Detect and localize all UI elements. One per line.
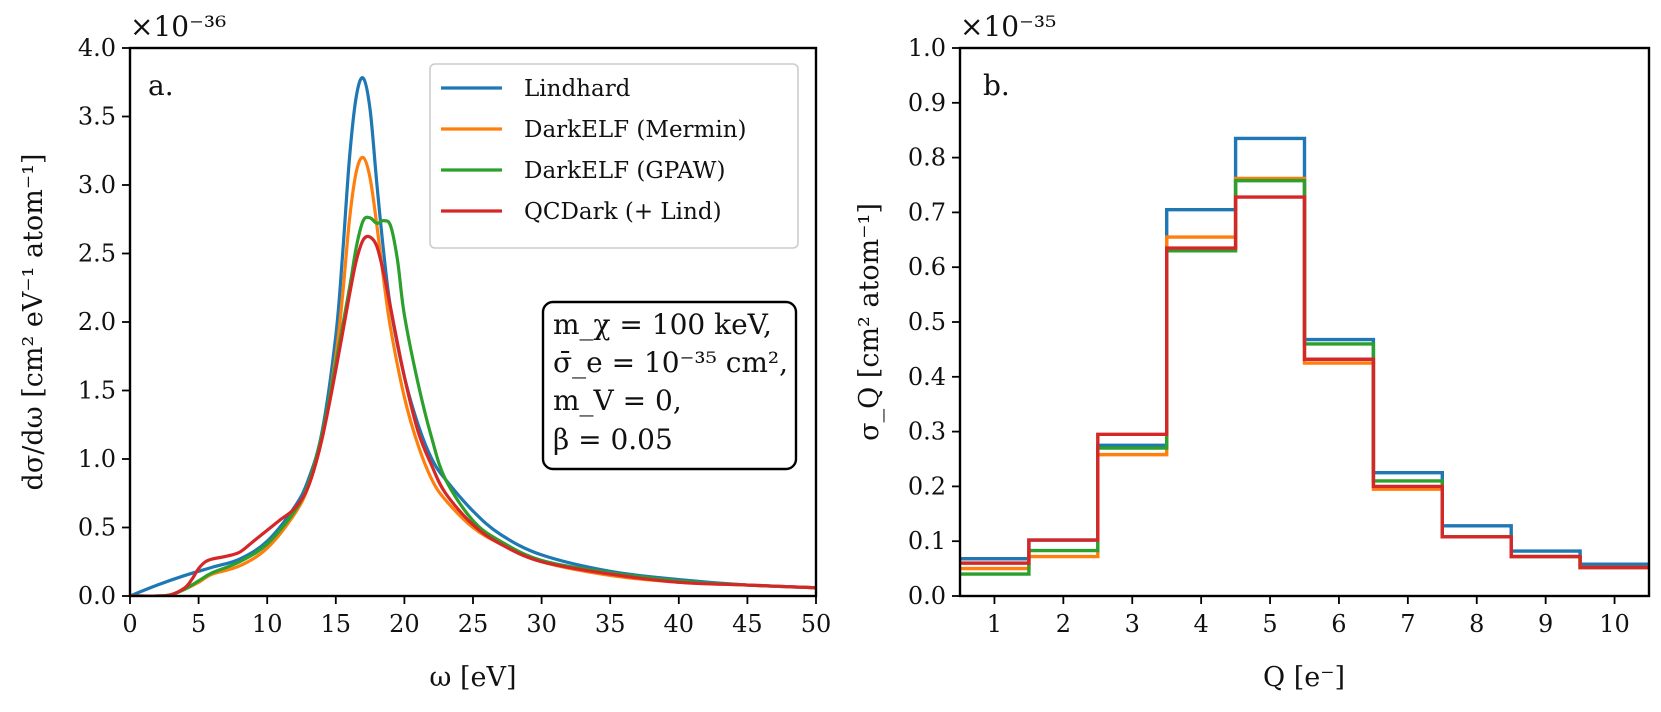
panel-b-ytick-label: 0.4 (908, 363, 946, 391)
panel-a-annotation: m_χ = 100 keV, σ̄_e = 10⁻³⁵ cm², m_V = 0… (541, 300, 798, 471)
panel-a-ytick-label: 3.5 (78, 103, 116, 131)
panel-b-ticks: 1 2 3 4 5 6 7 8 9 10 0.0 0.1 0.2 0.3 0.4 0.5 0.6 0.7 0.8 0.… (908, 34, 1630, 638)
panel-b-ytick-label: 0.3 (908, 418, 946, 446)
panel-a-xtick-label: 5 (191, 610, 206, 638)
panel-b-series (960, 136, 1649, 576)
legend-label: QCDark (+ Lind) (524, 199, 722, 225)
panel-a-xtick-label: 35 (595, 610, 626, 638)
panel-b-xtick-label: 9 (1538, 610, 1553, 638)
panel-a-ytick-label: 2.0 (78, 308, 116, 336)
legend-items: Lindhard DarkELF (Mermin) DarkELF (GPAW) QC… (441, 76, 747, 225)
panel-a-xtick-label: 10 (252, 610, 283, 638)
series-line-qcdark-lind (130, 234, 816, 596)
panel-b-xtick-label: 6 (1331, 610, 1346, 638)
step-series-qcdark-lind (960, 195, 1649, 570)
panel-b-ylabel: σ_Q [cm² atom⁻¹] (854, 203, 885, 441)
panel-b-ytick-label: 0.7 (908, 198, 946, 226)
annotation-frame (541, 300, 798, 471)
panel-b-label: b. (983, 69, 1010, 102)
panel-a-ytick-label: 4.0 (78, 34, 116, 62)
panel-b-xtick-label: 8 (1469, 610, 1484, 638)
panel-b-exponent: ×10⁻³⁵ (960, 10, 1056, 43)
panel-b-xtick-label: 1 (987, 610, 1002, 638)
panel-a-ytick-label: 1.5 (78, 377, 116, 405)
panel-a-xtick-label: 50 (801, 610, 832, 638)
panel-a-xtick-label: 20 (389, 610, 420, 638)
legend-frame (429, 63, 799, 249)
panel-a: 0 5 10 15 20 25 30 35 40 45 50 0.0 0.5 1.0 1.5 2.0 2.5 3.… (18, 10, 831, 693)
panel-a-ylabel: dσ/dω [cm² eV⁻¹ atom⁻¹] (18, 154, 49, 491)
panel-a-ytick-label: 0.5 (78, 514, 116, 542)
panel-a-series (130, 76, 816, 596)
panel-b-xlabel: Q [e⁻] (1263, 662, 1345, 693)
panel-a-xtick-label: 15 (321, 610, 352, 638)
panel-b-xtick-label: 2 (1056, 610, 1071, 638)
legend-label: DarkELF (Mermin) (524, 117, 747, 143)
panel-b-xtick-label: 3 (1125, 610, 1140, 638)
panel-b-ytick-label: 0.8 (908, 144, 946, 172)
annotation-line-2: σ̄_e = 10⁻³⁵ cm², (553, 346, 788, 379)
panel-a-ytick-label: 3.0 (78, 171, 116, 199)
panel-a-ytick-label: 2.5 (78, 240, 116, 268)
panel-b-ytick-label: 0.5 (908, 308, 946, 336)
panel-a-xtick-label: 45 (732, 610, 763, 638)
panel-a-xlabel: ω [eV] (429, 662, 516, 693)
panel-b-ytick-label: 0.1 (908, 527, 946, 555)
panel-a-ytick-label: 1.0 (78, 445, 116, 473)
panel-a-xtick-label: 40 (664, 610, 695, 638)
panel-a-xtick-label: 30 (526, 610, 557, 638)
panel-a-xtick-label: 25 (458, 610, 489, 638)
panel-b-ytick-label: 0.9 (908, 89, 946, 117)
panel-b-ytick-label: 1.0 (908, 34, 946, 62)
annotation-line-3: m_V = 0, (553, 384, 682, 417)
panel-a-label: a. (148, 69, 174, 102)
panel-b: 1 2 3 4 5 6 7 8 9 10 0.0 0.1 0.2 0.3 0.4 0.5 0.6 0.7 0.8 0.… (854, 10, 1651, 693)
panel-b-xtick-label: 5 (1262, 610, 1277, 638)
panel-b-xtick-label: 7 (1400, 610, 1415, 638)
panel-a-xtick-label: 0 (122, 610, 137, 638)
panel-a-legend: Lindhard DarkELF (Mermin) DarkELF (GPAW) QC… (429, 63, 799, 249)
panel-b-ytick-label: 0.6 (908, 253, 946, 281)
panel-a-exponent: ×10⁻³⁶ (130, 10, 226, 43)
series-line-lindhard (130, 76, 816, 596)
panel-b-xtick-label: 10 (1599, 610, 1630, 638)
panel-b-ytick-label: 0.0 (908, 582, 946, 610)
series-line-darkelf-gpaw (130, 215, 816, 596)
annotation-line-4: β = 0.05 (553, 423, 673, 456)
panel-b-xtick-label: 4 (1194, 610, 1209, 638)
legend-label: Lindhard (524, 76, 631, 102)
annotation-line-1: m_χ = 100 keV, (553, 308, 772, 341)
panel-b-ytick-label: 0.2 (908, 472, 946, 500)
legend-label: DarkELF (GPAW) (524, 158, 725, 184)
panel-a-ticks: 0 5 10 15 20 25 30 35 40 45 50 0.0 0.5 1.0 1.5 2.0 2.5 3.… (78, 34, 831, 638)
panel-a-ytick-label: 0.0 (78, 582, 116, 610)
